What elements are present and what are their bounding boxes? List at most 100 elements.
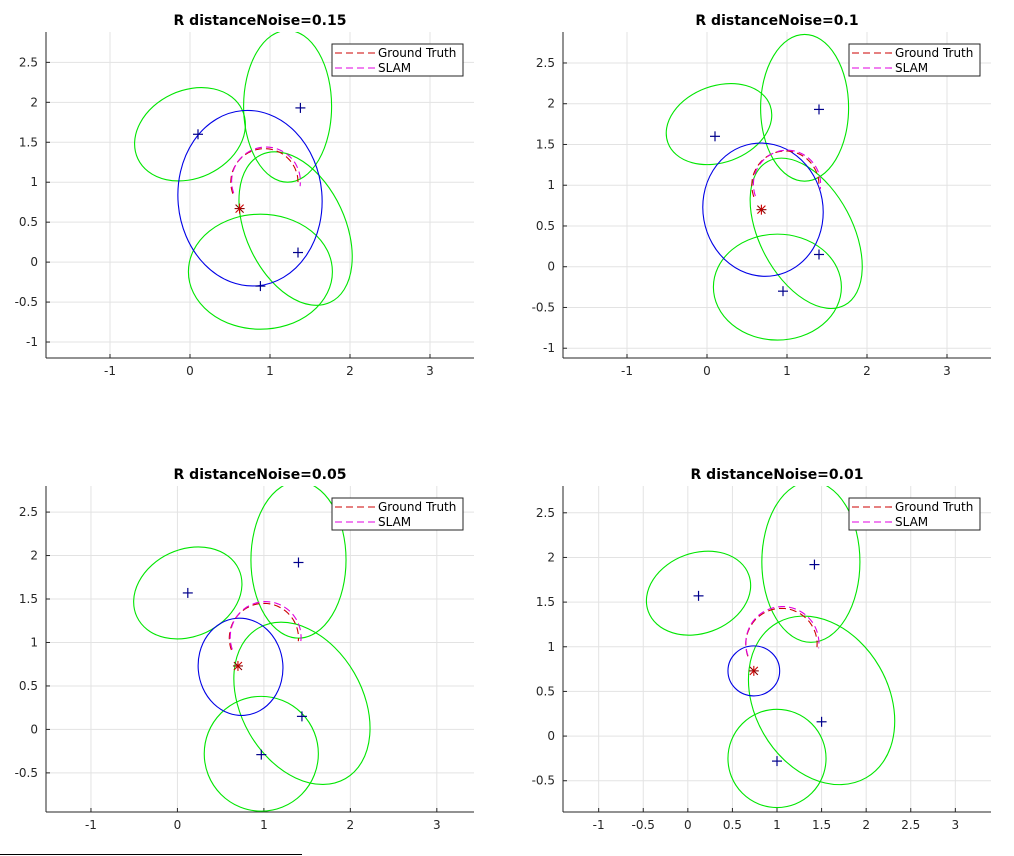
y-tick-label: -1 [26,335,38,349]
y-tick-label: 1.5 [536,595,555,609]
legend-box [331,497,464,531]
chart-panel-4: -1 -0.5 0 0.5 1 1.5 2 2.5 3 -0.5 0 0.5 1 1.5 2 2.5 R dis… [532,467,991,832]
y-tick-label: 0 [30,722,38,736]
landmark-marker [814,104,824,115]
x-tick-label: 2 [346,364,354,378]
landmark-marker [772,756,782,767]
x-tick-label: 2 [863,364,871,378]
y-tick-label: 0.5 [19,679,38,693]
landmark-ellipse [665,83,773,166]
robot-position-stroke [235,204,244,213]
x-tick-label: -1 [621,364,633,378]
robot-position-marker [748,665,759,676]
x-tick-label: 2.5 [901,818,920,832]
x-tick-label: -1 [593,818,605,832]
legend-label: SLAM [895,515,928,529]
plot-area [665,33,863,341]
ground-truth-path [745,607,818,657]
robot-position-stroke [757,205,766,215]
y-tick-label: 2 [30,95,38,109]
x-tick-label: 1 [266,364,274,378]
y-tick-label: -0.5 [15,766,38,780]
robot-ellipse [177,109,323,287]
landmark-ellipse [727,708,827,809]
y-tick-label: 2.5 [19,505,38,519]
ground-truth-path [230,148,299,194]
legend-label: Ground Truth [378,46,456,60]
legend-box [848,497,981,531]
plot-area [134,32,353,330]
y-tick-label: 2 [547,97,555,111]
chart-panel-1: -1 0 1 2 3 -1 -0.5 0 0.5 1 1.5 2 2.5 R distanceNoise=… [15,13,474,378]
landmark-marker [778,286,788,297]
landmark-marker [295,102,306,113]
chart-title: R distanceNoise=0.05 [174,467,347,483]
x-tick-label: 3 [433,818,441,832]
x-tick-label: 1 [783,364,791,378]
y-tick-label: 1.5 [19,592,38,606]
x-tick-label: 3 [952,818,960,832]
landmark-ellipse [238,151,353,306]
landmark-ellipse [203,695,319,812]
robot-position-stroke [233,661,243,671]
chart-panel-3: -1 0 1 2 3 -0.5 0 0.5 1 1.5 2 2.5 R distanceNoise=0.… [15,467,474,832]
x-tick-label: 3 [943,364,951,378]
landmark-marker [256,749,267,760]
x-tick-label: 1 [260,818,268,832]
landmark-ellipse [749,157,863,310]
legend-label: SLAM [378,61,411,75]
x-tick-label: 0 [186,364,194,378]
robot-position-marker [232,660,243,671]
landmark-ellipse [712,233,842,341]
robot-position-stroke [749,666,759,676]
ground-truth-path [751,150,820,198]
y-tick-label: 0.5 [536,684,555,698]
y-tick-label: 1.5 [19,135,38,149]
y-tick-label: 2 [547,550,555,564]
landmark-ellipse [747,615,896,786]
x-tick-label: 0 [703,364,711,378]
landmark-marker [293,247,303,258]
x-tick-label: 2 [347,818,355,832]
bottom-rule [0,854,302,855]
y-tick-label: 1 [547,178,555,192]
landmark-marker [193,129,203,140]
landmark-marker [255,281,266,292]
y-tick-label: 2 [30,549,38,563]
legend-label: SLAM [378,515,411,529]
x-tick-label: -1 [85,818,97,832]
landmark-ellipse [761,486,861,643]
robot-position-marker [234,203,245,214]
chart-title: R distanceNoise=0.01 [691,467,864,483]
landmark-ellipse [645,550,752,636]
slam-path [231,146,301,194]
y-tick-label: 0 [547,260,555,274]
y-tick-label: -1 [543,341,555,355]
y-tick-label: -0.5 [532,300,555,314]
landmark-ellipse [133,546,243,640]
ground-truth-path [228,602,300,651]
y-tick-label: 1 [30,175,38,189]
landmark-ellipse [187,213,333,330]
slam-path [752,149,822,197]
y-tick-label: 2.5 [536,56,555,70]
y-tick-label: 0 [547,729,555,743]
y-tick-label: -0.5 [532,774,555,788]
robot-ellipse [702,142,824,277]
landmark-marker [816,716,827,727]
legend-label: SLAM [895,61,928,75]
chart-panel-2: -1 0 1 2 3 -1 -0.5 0 0.5 1 1.5 2 2.5 R distanceNoise=… [532,13,991,378]
y-tick-label: 1.5 [536,137,555,151]
robot-ellipse [727,645,781,697]
y-tick-label: 1 [30,635,38,649]
landmark-marker [693,590,704,601]
landmark-ellipse [134,87,246,182]
x-tick-label: 1 [773,818,781,832]
landmark-ellipse [243,32,333,183]
y-tick-label: 0.5 [536,219,555,233]
landmark-marker [710,131,720,142]
